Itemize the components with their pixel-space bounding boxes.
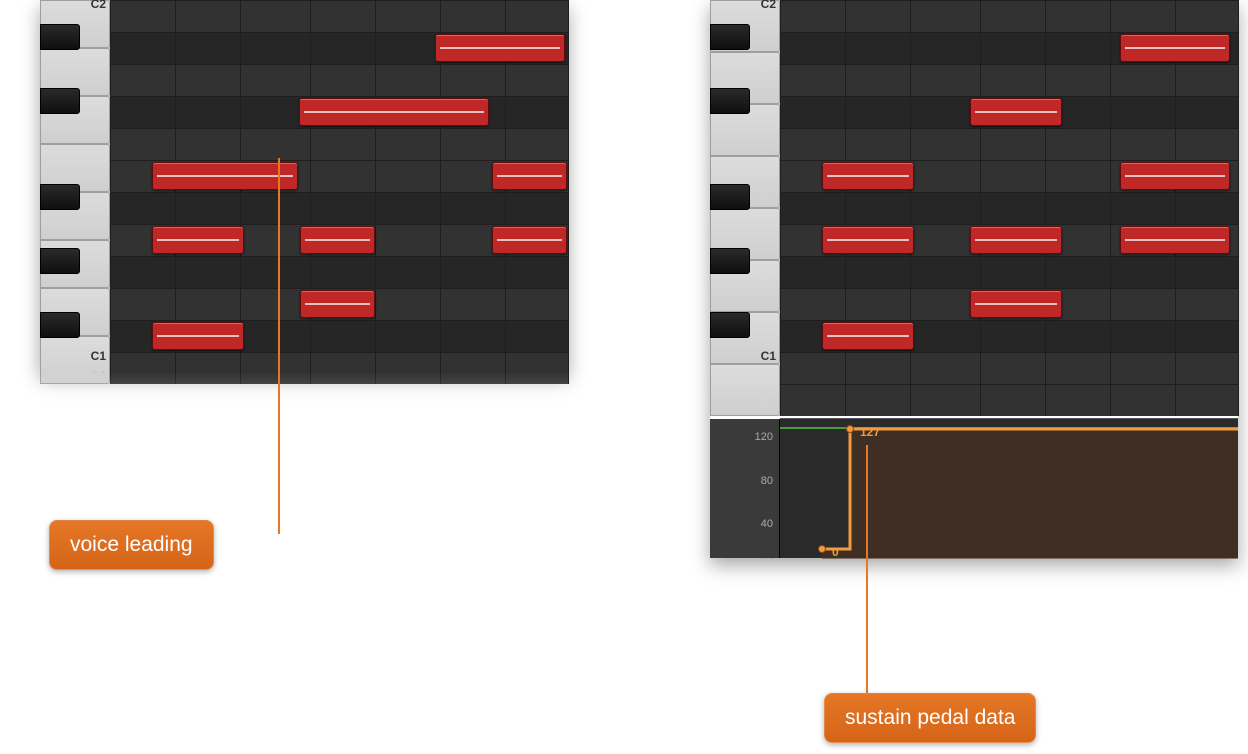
midi-note[interactable] [152,322,244,350]
automation-value: 127 [860,425,880,439]
black-key[interactable] [710,312,750,338]
callout-pointer [866,445,868,707]
midi-note[interactable] [1120,34,1230,62]
midi-note[interactable] [299,98,489,126]
piano-keyboard: C2 C1 [40,0,110,372]
reflection: C2C1 [40,372,568,532]
callout-label: sustain pedal data [845,706,1015,729]
grid-row [780,0,1238,32]
automation-tick: 80 [761,475,773,487]
black-key[interactable] [40,184,80,210]
black-key[interactable] [40,312,80,338]
note-grid[interactable] [110,0,568,384]
midi-note[interactable] [152,226,244,254]
grid-row [110,64,568,96]
grid-row [780,384,1238,416]
midi-note[interactable] [435,34,565,62]
grid-row [110,128,568,160]
piano-keyboard: C2 C1 [710,0,780,416]
callout-label: voice leading [70,533,193,556]
grid-row [780,192,1238,224]
black-key[interactable] [40,24,80,50]
grid-row [780,352,1238,384]
black-key[interactable] [40,88,80,114]
midi-note[interactable] [152,162,298,190]
grid-row [780,256,1238,288]
grid-row [110,256,568,288]
midi-note[interactable] [492,162,567,190]
callout-sustain-pedal: sustain pedal data [824,693,1036,743]
note-grid[interactable] [780,0,1238,416]
grid-row [780,64,1238,96]
automation-value: 0 [832,545,839,559]
grid-row [110,0,568,32]
midi-note[interactable] [970,290,1062,318]
pianoroll-panel-left: C2 C1 [40,0,568,372]
automation-point[interactable] [846,425,854,433]
callout-pointer [278,158,280,534]
midi-note[interactable] [822,322,914,350]
midi-note[interactable] [300,290,375,318]
automation-lane[interactable]: 1208040 0127 [780,418,1238,558]
grid-row [780,128,1238,160]
midi-note[interactable] [492,226,567,254]
callout-voice-leading: voice leading [49,520,214,570]
midi-note[interactable] [1120,226,1230,254]
midi-note[interactable] [970,226,1062,254]
midi-note[interactable] [300,226,375,254]
white-key[interactable] [710,364,780,416]
black-key[interactable] [40,248,80,274]
black-key[interactable] [710,88,750,114]
grid-row [110,192,568,224]
midi-note[interactable] [822,226,914,254]
automation-ruler: 120 80 40 [710,419,780,558]
key-label-c1: C1 [91,349,106,363]
automation-curve[interactable] [780,419,1238,559]
midi-note[interactable] [970,98,1062,126]
key-label-c1: C1 [761,349,776,363]
automation-point[interactable] [818,545,826,553]
automation-tick: 40 [761,518,773,530]
midi-note[interactable] [822,162,914,190]
key-label-c2: C2 [761,0,776,11]
black-key[interactable] [710,24,750,50]
black-key[interactable] [710,248,750,274]
automation-tick: 120 [755,431,773,443]
key-label-c2: C2 [91,0,106,11]
pianoroll-panel-right: C2 C1 120 80 40 0 127 [710,0,1238,558]
midi-note[interactable] [1120,162,1230,190]
black-key[interactable] [710,184,750,210]
